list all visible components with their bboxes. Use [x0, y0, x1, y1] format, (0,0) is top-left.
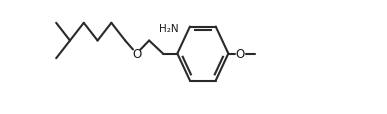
Text: H₂N: H₂N	[159, 24, 179, 34]
Text: O: O	[132, 48, 141, 61]
Text: O: O	[236, 48, 245, 61]
